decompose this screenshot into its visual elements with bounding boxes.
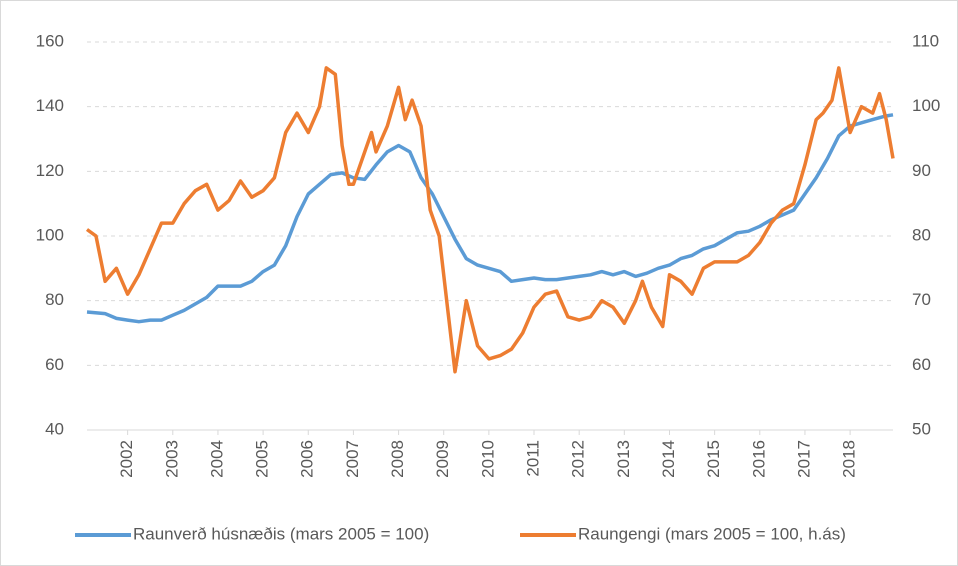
x-tick-label: 2004 <box>207 440 226 478</box>
series-line <box>86 113 894 324</box>
x-tick-label: 2018 <box>840 440 859 478</box>
y2-tick-label: 60 <box>912 355 931 374</box>
legend-label: Raungengi (mars 2005 = 100, h.ás) <box>578 524 846 543</box>
series-line <box>85 66 895 374</box>
y-tick-label: 120 <box>36 161 64 180</box>
x-tick-label: 2006 <box>298 440 317 478</box>
y-tick-label: 160 <box>36 31 64 50</box>
x-tick-label: 2008 <box>388 440 407 478</box>
y-tick-label: 140 <box>36 96 64 115</box>
x-tick-label: 2013 <box>614 440 633 478</box>
x-tick-label: 2011 <box>524 440 543 477</box>
x-tick-label: 2002 <box>117 440 136 478</box>
x-tick-label: 2007 <box>343 440 362 478</box>
y-tick-label: 40 <box>45 419 64 438</box>
y2-tick-label: 100 <box>912 96 940 115</box>
x-tick-label: 2017 <box>794 440 813 478</box>
x-tick-label: 2015 <box>704 440 723 478</box>
x-tick-label: 2009 <box>433 440 452 478</box>
y-tick-label: 100 <box>36 225 64 244</box>
x-tick-label: 2010 <box>478 440 497 478</box>
x-tick-label: 2012 <box>569 440 588 478</box>
y-tick-label: 60 <box>45 355 64 374</box>
y2-tick-label: 90 <box>912 161 931 180</box>
x-tick-label: 2003 <box>162 440 181 478</box>
x-tick-label: 2016 <box>749 440 768 478</box>
y2-tick-label: 110 <box>912 31 939 50</box>
x-tick-label: 2014 <box>659 440 678 478</box>
y2-tick-label: 80 <box>912 225 931 244</box>
x-tick-label: 2005 <box>253 440 272 478</box>
y2-tick-label: 70 <box>912 290 931 309</box>
y-tick-label: 80 <box>45 290 64 309</box>
legend-label: Raunverð húsnæðis (mars 2005 = 100) <box>133 524 429 543</box>
y2-tick-label: 50 <box>912 419 931 438</box>
